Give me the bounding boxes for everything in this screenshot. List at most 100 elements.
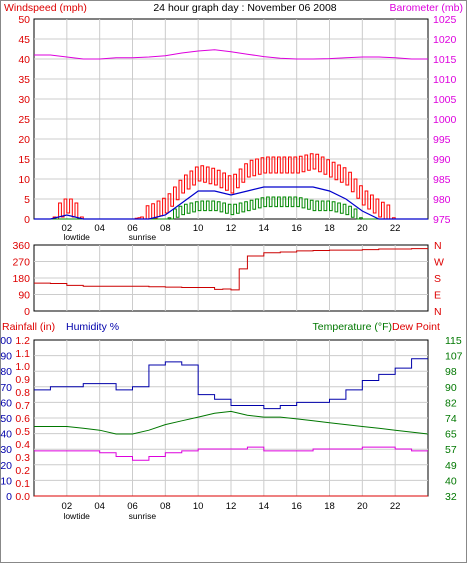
x-tick-label-lower: 16 [291, 501, 302, 512]
x-tick-label: 18 [324, 223, 335, 234]
windspeed-tick-label: 10 [18, 174, 30, 186]
x-tick-label-lower: 22 [390, 501, 401, 512]
wind-direction-line [34, 248, 428, 291]
x-tick-label: 08 [160, 223, 171, 234]
barometer-tick-label: 980 [433, 194, 451, 206]
barometer-tick-label: 990 [433, 154, 451, 166]
x-tick-label: 12 [226, 223, 237, 234]
windspeed-tick-label: 20 [18, 134, 30, 146]
direction-tick-label: 360 [12, 240, 30, 252]
compass-tick-label: W [434, 257, 444, 269]
temperature-tick-label: 74 [445, 413, 457, 425]
humidity-tick-label: 30 [0, 444, 12, 456]
compass-tick-label: E [434, 290, 441, 302]
sunrise-label-lower: sunrise [129, 511, 157, 521]
rainfall-tick-label: 0.6 [15, 413, 30, 425]
temperature-tick-label: 82 [445, 397, 457, 409]
windspeed-tick-label: 5 [24, 194, 30, 206]
x-tick-label: 20 [357, 223, 368, 234]
dewpoint-line [34, 446, 428, 461]
x-tick-label-lower: 04 [94, 501, 105, 512]
temperature-line [34, 410, 429, 435]
x-tick-label-lower: 02 [62, 501, 73, 512]
humidity-tick-label: 100 [0, 335, 12, 347]
temperature-tick-label: 98 [445, 366, 457, 378]
humidity-tick-label: 20 [0, 460, 12, 472]
direction-tick-label: 180 [12, 273, 30, 285]
x-tick-label-lower: 14 [259, 501, 270, 512]
rainfall-tick-label: 0.0 [15, 491, 30, 503]
grid-layer [33, 18, 429, 497]
x-tick-label: 22 [390, 223, 401, 234]
x-tick-label-lower: 06 [127, 501, 138, 512]
lowtide-label-lower: lowtide [63, 511, 90, 521]
compass-tick-label: N [434, 306, 442, 318]
windspeed-tick-label: 0 [24, 214, 30, 226]
lowtide-label: lowtide [63, 232, 90, 242]
x-tick-label-lower: 10 [193, 501, 204, 512]
direction-tick-label: 270 [12, 257, 30, 269]
rainfall-tick-label: 0.4 [15, 439, 30, 451]
temperature-tick-label: 49 [445, 460, 457, 472]
humidity-tick-label: 50 [0, 413, 12, 425]
windspeed-tick-label: 30 [18, 94, 30, 106]
compass-tick-label: S [434, 273, 441, 285]
barometer-tick-label: 1010 [433, 74, 457, 86]
x-tick-label-lower: 20 [357, 501, 368, 512]
x-tick-label-lower: 12 [226, 501, 237, 512]
x-tick-label: 02 [62, 223, 73, 234]
windspeed-tick-label: 35 [18, 74, 30, 86]
x-tick-label: 14 [259, 223, 270, 234]
rainfall-tick-label: 0.1 [15, 478, 30, 490]
humidity-tick-label: 70 [0, 382, 12, 394]
x-tick-label-lower: 18 [324, 501, 335, 512]
barometer-tick-label: 1015 [433, 54, 457, 66]
temperature-tick-label: 65 [445, 429, 457, 441]
windspeed-tick-label: 50 [18, 14, 30, 26]
x-tick-label-lower: 08 [160, 501, 171, 512]
barometer-tick-label: 1005 [433, 94, 457, 106]
average-wind-line [34, 186, 428, 220]
rainfall-tick-label: 1.1 [15, 348, 30, 360]
humidity-tick-label: 10 [0, 475, 12, 487]
windspeed-tick-label: 45 [18, 34, 30, 46]
x-tick-label: 10 [193, 223, 204, 234]
rainfall-axis-label: Rainfall (in) [2, 321, 55, 333]
rainfall-tick-label: 1.0 [15, 361, 30, 373]
series-layer [34, 49, 429, 497]
temperature-tick-label: 57 [445, 444, 457, 456]
sunrise-label: sunrise [129, 232, 157, 242]
rainfall-tick-label: 0.8 [15, 387, 30, 399]
temperature-tick-label: 32 [445, 491, 457, 503]
barometer-tick-label: 995 [433, 134, 451, 146]
temperature-tick-label: 115 [445, 335, 462, 347]
direction-tick-label: 0 [24, 306, 30, 318]
direction-tick-label: 90 [18, 290, 30, 302]
barometer-tick-label: 1025 [433, 14, 457, 26]
humidity-line [34, 358, 428, 410]
humidity-tick-label: 0 [6, 491, 12, 503]
compass-tick-label: N [434, 240, 442, 252]
humidity-tick-label: 60 [0, 397, 12, 409]
temperature-tick-label: 107 [445, 351, 463, 363]
dewpoint-axis-label: Dew Point [392, 321, 440, 333]
x-tick-label: 04 [94, 223, 105, 234]
x-tick-label: 06 [127, 223, 138, 234]
axes-layer: 0510152025303540455097598098599099510001… [0, 14, 463, 521]
humidity-tick-label: 90 [0, 351, 12, 363]
rainfall-tick-label: 0.9 [15, 374, 30, 386]
barometer-axis-label: Barometer (mb) [389, 2, 463, 14]
barometer-tick-label: 1000 [433, 114, 457, 126]
x-tick-label: 16 [291, 223, 302, 234]
temperature-axis-label: Temperature (°F) [313, 321, 392, 333]
rainfall-tick-label: 0.5 [15, 426, 30, 438]
windspeed-tick-label: 15 [18, 154, 30, 166]
rainfall-tick-label: 0.2 [15, 465, 30, 477]
rainfall-tick-label: 0.7 [15, 400, 30, 412]
barometer-line [34, 49, 428, 60]
chart-title: 24 hour graph day : November 06 2008 [153, 2, 336, 14]
windspeed-tick-label: 25 [18, 114, 30, 126]
humidity-tick-label: 40 [0, 429, 12, 441]
